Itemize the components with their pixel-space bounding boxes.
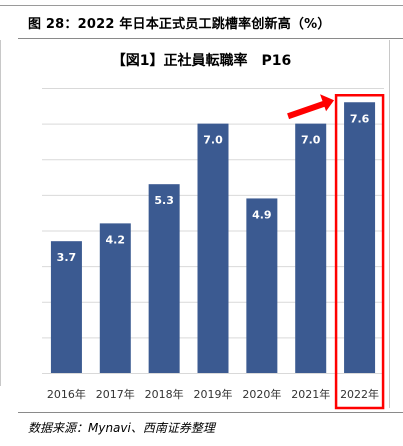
bottom-rule <box>18 412 403 413</box>
bar-2020年 <box>246 198 278 373</box>
arrow-shaft <box>287 100 326 120</box>
x-tick-labels: 2016年 2017年 2018年 2019年 2020年 2021年 2022年 <box>47 387 379 401</box>
value-label: 4.9 <box>252 208 272 221</box>
value-label: 5.3 <box>154 194 174 207</box>
bars <box>50 102 376 373</box>
value-label: 7.0 <box>203 134 223 147</box>
figure-title: 图 28：2022 年日本正式员工跳槽率创新高（%） <box>28 17 331 32</box>
left-border <box>0 40 1 386</box>
bar-2022年 <box>344 102 376 373</box>
x-tick-label: 2020年 <box>242 387 281 401</box>
highlight-box <box>334 94 385 410</box>
title-rule <box>18 38 403 39</box>
bar-2021年 <box>295 123 327 373</box>
bar-2019年 <box>197 123 229 373</box>
x-tick-label: 2017年 <box>96 387 135 401</box>
right-border <box>389 40 390 408</box>
arrow-head <box>320 94 335 112</box>
x-tick-label: 2019年 <box>194 387 233 401</box>
top-rule <box>0 5 403 6</box>
value-label: 3.7 <box>57 251 77 264</box>
annotations <box>287 94 385 410</box>
value-label: 7.6 <box>350 112 370 125</box>
x-tick-label: 2018年 <box>145 387 184 401</box>
bar-2018年 <box>148 184 180 373</box>
value-label: 4.2 <box>106 233 126 246</box>
value-labels: 3.7 4.2 5.3 7.0 4.9 7.0 7.6 <box>57 112 370 264</box>
source-note: 数据来源：Mynavi、西南证券整理 <box>28 421 215 435</box>
x-tick-label: 2022年 <box>340 387 379 401</box>
chart-title: 【図1】正社員転職率 P16 <box>111 53 292 69</box>
x-tick-label: 2016年 <box>47 387 86 401</box>
x-tick-label: 2021年 <box>291 387 330 401</box>
bar-2017年 <box>99 223 131 373</box>
bar-2016年 <box>50 241 82 373</box>
value-label: 7.0 <box>301 134 321 147</box>
